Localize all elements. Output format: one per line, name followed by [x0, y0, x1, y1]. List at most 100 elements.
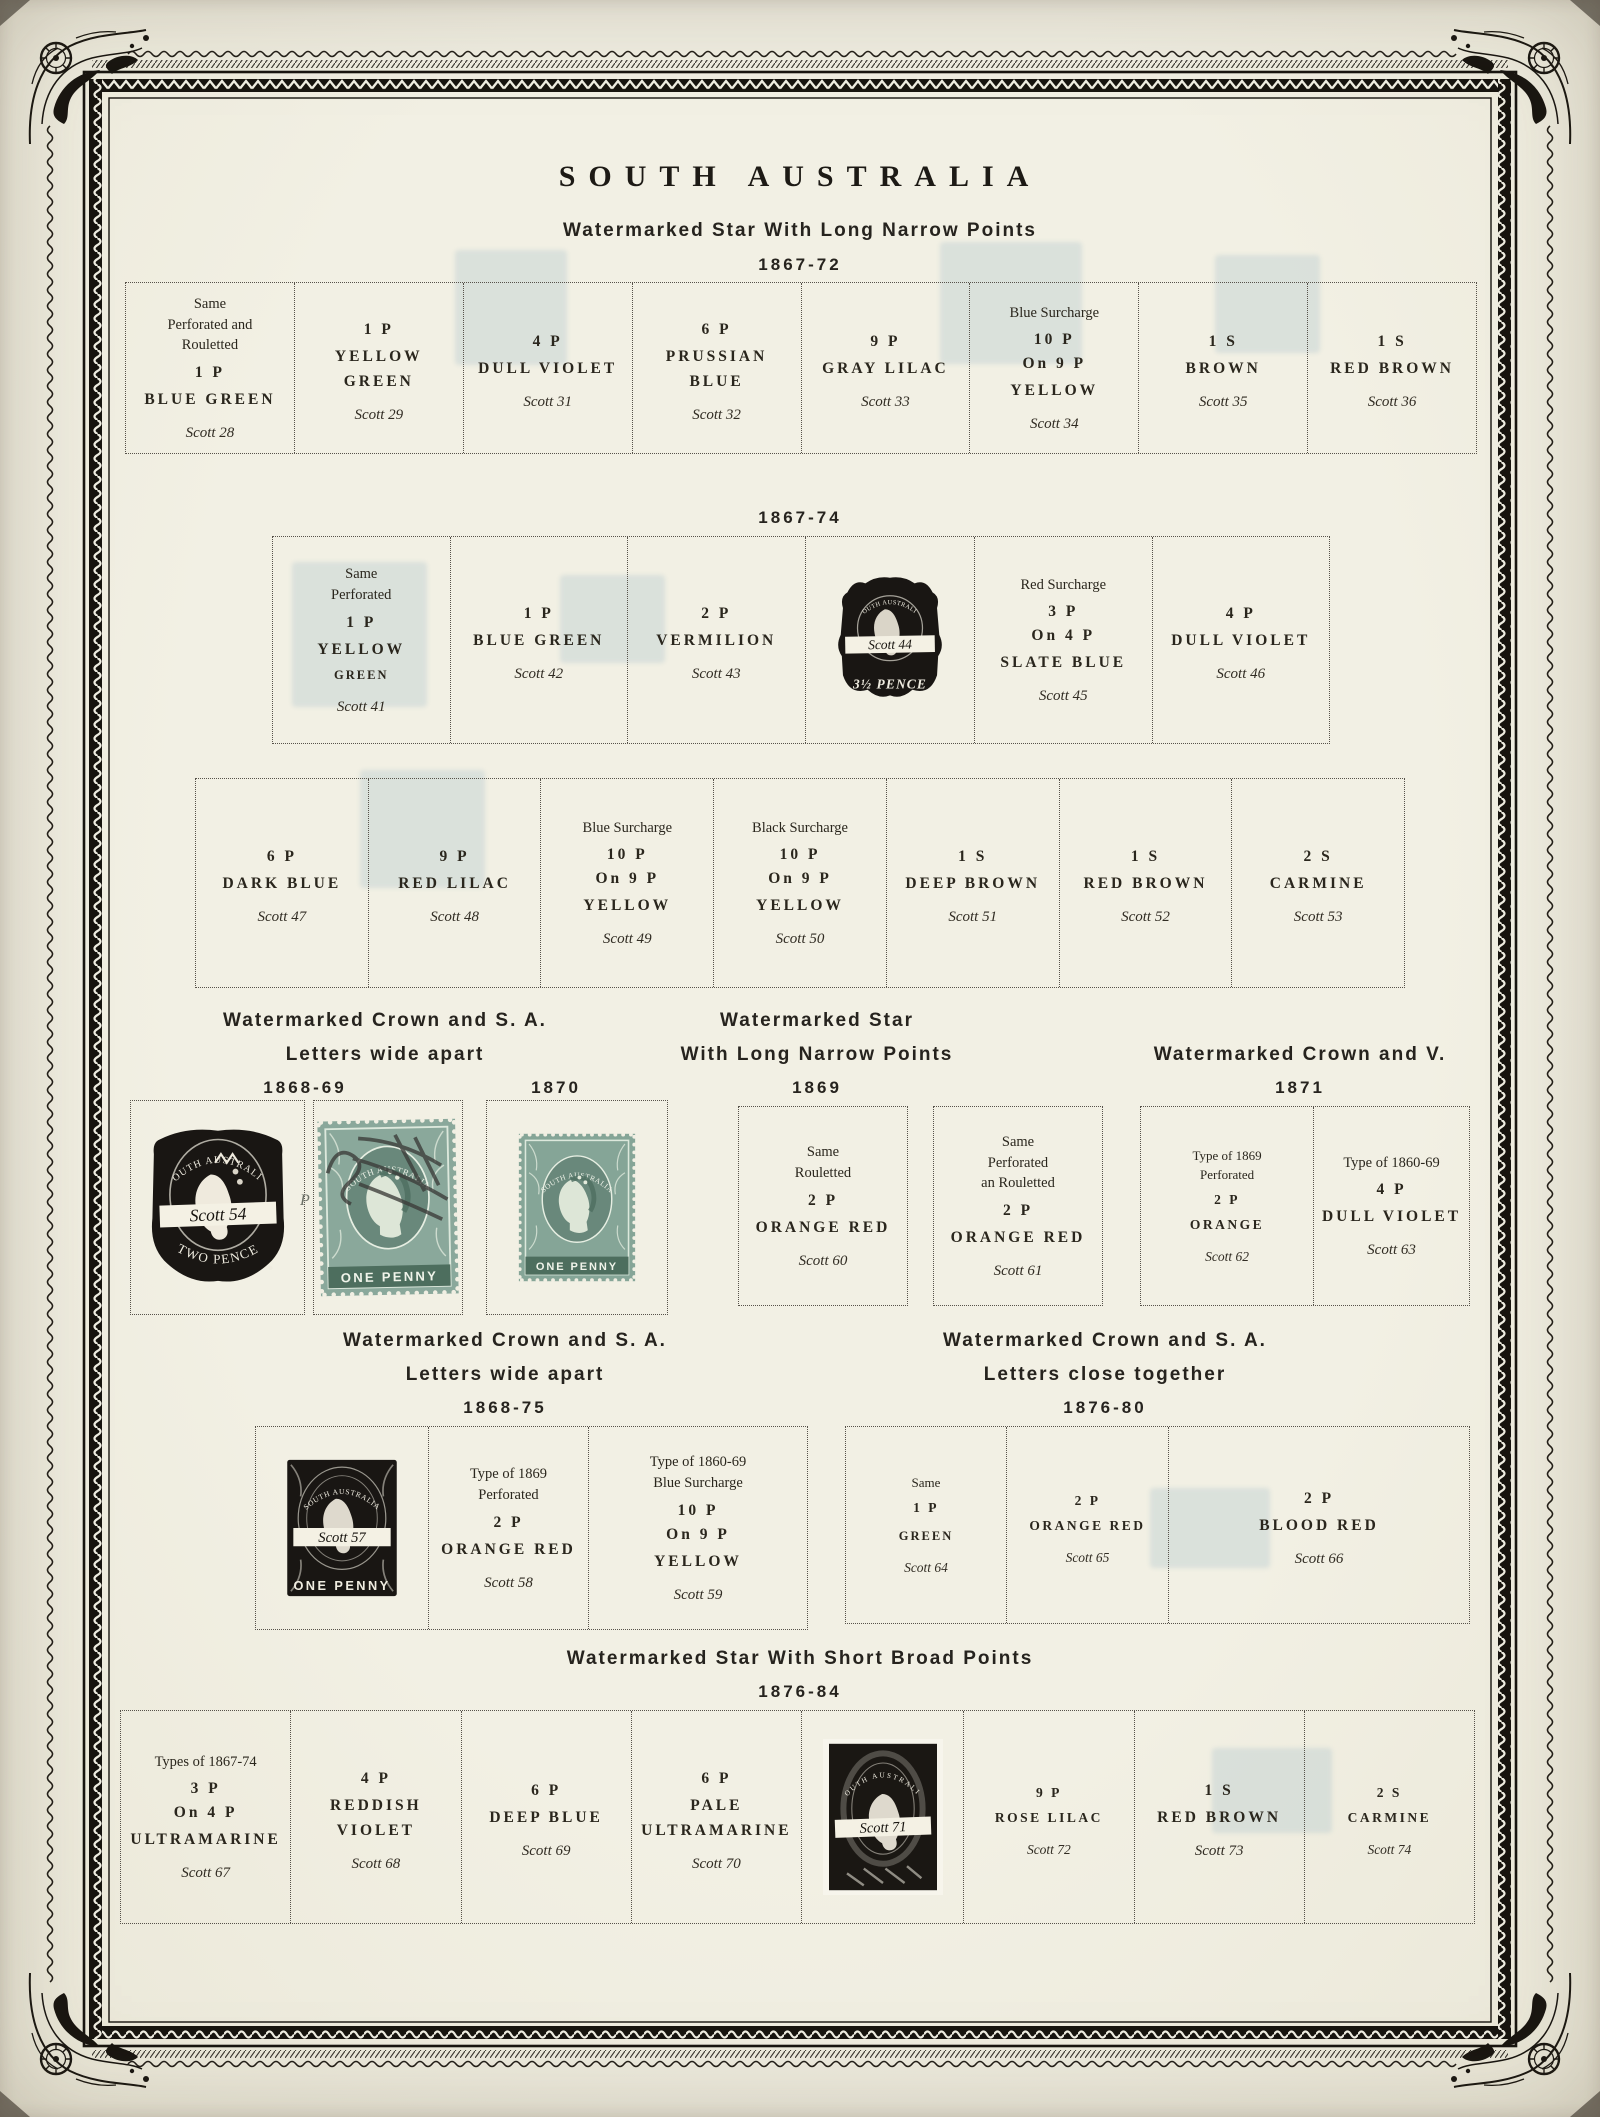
- stamp-space: 9 P GRAY LILAC Scott 33: [800, 283, 970, 453]
- heading-crown-and-v: Watermarked Crown and V.: [1153, 1044, 1447, 1065]
- years-1868-69: 1868-69: [263, 1078, 347, 1097]
- note-text: Blue Surcharge: [653, 1475, 743, 1491]
- years-1870: 1870: [531, 1078, 581, 1097]
- denomination-text: 10 P: [1033, 331, 1075, 349]
- stamp-space: Same Rouletted 2 P ORANGE RED Scott 60: [738, 1106, 908, 1306]
- pencil-annotation: P: [300, 1192, 310, 1209]
- stamp-space: 6 P DARK BLUE Scott 47: [196, 779, 368, 987]
- note-text: Types of 1867-74: [154, 1753, 257, 1770]
- color-text: GREEN: [343, 372, 414, 390]
- scott-number: Scott 31: [523, 394, 573, 410]
- denomination-text: 1 S: [958, 848, 988, 865]
- stamp-space: Type of 1860-69 Blue Surcharge 10 P On 9 P Y…: [588, 1427, 807, 1629]
- denomination-text: 2 P: [807, 1191, 839, 1209]
- scott54-stamp-image: SOUTH AUSTRALIA Scott 54 TWO PENCE: [145, 1122, 291, 1294]
- denomination-text: 3 P: [1048, 603, 1079, 621]
- denomination-text: 1 P: [913, 1500, 939, 1516]
- stamp-space: Type of 1869 Perforated 2 P ORANGE Scott 62: [1141, 1107, 1313, 1305]
- stamp-space: 1 P BLUE GREEN Scott 42: [449, 537, 628, 743]
- color-text: DEEP BLUE: [489, 1809, 603, 1826]
- note-text: Perforated: [331, 587, 392, 603]
- color-text: PALE: [690, 1796, 743, 1814]
- green-clean-stamp-image: SOUTH AUSTRALIA ONE PENNY: [517, 1132, 637, 1283]
- heading-watermark-star-broad: Watermarked Star With Short Broad Points: [566, 1648, 1034, 1669]
- svg-text:3½ PENCE: 3½ PENCE: [852, 676, 927, 691]
- scott-number: Scott 67: [181, 1865, 230, 1882]
- svg-text:ONE PENNY: ONE PENNY: [536, 1261, 618, 1273]
- scott-number: Scott 72: [1026, 1841, 1071, 1857]
- color-text: DARK BLUE: [222, 875, 342, 892]
- note-text: Same: [193, 296, 227, 313]
- note-text: Perforated: [987, 1154, 1049, 1171]
- stamp-space: 6 P PALE ULTRAMARINE Scott 70: [630, 1711, 801, 1923]
- color-text: REDDISH: [330, 1796, 422, 1814]
- scott-number: Scott 65: [1065, 1549, 1110, 1565]
- heading-letters-close-together: Letters close together: [983, 1364, 1227, 1385]
- stamp-space: 9 P ROSE LILAC Scott 72: [963, 1711, 1133, 1923]
- color-text: BLUE GREEN: [473, 632, 605, 649]
- note-text: Rouletted: [181, 337, 239, 354]
- note-text: Same: [911, 1474, 941, 1490]
- color-text: DULL VIOLET: [478, 360, 618, 377]
- stamp-space: 2 S CARMINE Scott 53: [1231, 779, 1404, 987]
- note-text: Blue Surcharge: [1009, 304, 1100, 321]
- denomination-text: 10 P: [677, 1501, 719, 1519]
- denomination-text: 1 P: [523, 605, 554, 622]
- scott-number: Scott 74: [1367, 1841, 1412, 1857]
- scott-number: Scott 41: [336, 698, 386, 715]
- denomination-text: 1 S: [1208, 333, 1238, 350]
- color-text: VIOLET: [336, 1821, 416, 1839]
- stamp-space: Same 1 P GREEN Scott 64: [846, 1427, 1006, 1623]
- stamp-space: 6 P DEEP BLUE Scott 69: [460, 1711, 631, 1923]
- denomination-text: 6 P: [531, 1782, 562, 1799]
- scott-number: Scott 58: [484, 1574, 533, 1591]
- denomination-text: 2 S: [1376, 1784, 1402, 1800]
- denomination-text: 6 P: [701, 1769, 732, 1787]
- color-text: RED BROWN: [1157, 1809, 1282, 1826]
- color-text: BROWN: [1185, 360, 1261, 377]
- years-1867-72: 1867-72: [758, 255, 842, 274]
- stamp-space: 2 P BLOOD RED Scott 66: [1168, 1427, 1469, 1623]
- heading-crown-sa-close: Watermarked Crown and S. A.: [943, 1330, 1267, 1351]
- scott-number: Scott 36: [1367, 394, 1417, 410]
- heading-crown-sa-wide-2: Watermarked Crown and S. A.: [343, 1330, 667, 1351]
- scott44-box: SOUTH AUSTRALIA Scott 44 3½ PENCE: [804, 537, 975, 743]
- scott-number: Scott 29: [354, 406, 404, 423]
- scott-number: Scott 61: [993, 1262, 1043, 1279]
- scott-number: Scott 62: [1205, 1248, 1249, 1264]
- scott54-box: SOUTH AUSTRALIA Scott 54 TWO PENCE: [130, 1100, 305, 1315]
- note-text: Same: [806, 1144, 840, 1161]
- stamp-space: 1 S RED BROWN Scott 36: [1307, 283, 1476, 453]
- scott71-box: SOUTH AUSTRALIA Scott 71: [801, 1711, 963, 1923]
- denomination-text: On 9 P: [666, 1525, 730, 1543]
- color-text: CARMINE: [1269, 875, 1367, 892]
- svg-text:Scott 57: Scott 57: [318, 1530, 366, 1546]
- scott-number: Scott 52: [1121, 909, 1170, 925]
- denomination-text: 4 P: [1376, 1181, 1407, 1199]
- color-text-small: GREEN: [334, 667, 389, 682]
- scott-number: Scott 68: [351, 1855, 401, 1872]
- scott-number: Scott 69: [521, 1843, 571, 1859]
- denomination-text: 1 P: [346, 613, 377, 631]
- heading-crown-sa-wide: Watermarked Crown and S. A.: [223, 1010, 547, 1031]
- denomination-text: 1 P: [363, 320, 394, 338]
- scott-number: Scott 43: [691, 666, 741, 682]
- scott-number: Scott 73: [1194, 1843, 1244, 1859]
- stamp-space: 9 P RED LILAC Scott 48: [367, 779, 541, 987]
- stamp-space: Same Perforated and Rouletted 1 P BLUE GREEN…: [126, 283, 294, 453]
- scott-number: Scott 59: [673, 1586, 723, 1603]
- note-text: Type of 1869: [469, 1466, 548, 1483]
- note-text: Perforated: [478, 1487, 539, 1503]
- scott-number: Scott 46: [1216, 666, 1266, 682]
- color-text: YELLOW: [334, 347, 423, 365]
- denomination-text: 10 P: [779, 846, 821, 864]
- color-text: YELLOW: [654, 1552, 742, 1570]
- denomination-text: 9 P: [870, 333, 901, 350]
- denomination-text: 2 P: [1074, 1492, 1101, 1508]
- denomination-text: On 9 P: [1022, 355, 1087, 373]
- svg-text:ONE PENNY: ONE PENNY: [293, 1578, 390, 1593]
- color-text: RED BROWN: [1083, 875, 1208, 892]
- stamp-space: Same Perforated 1 P YELLOW GREEN Scott 41: [273, 537, 450, 743]
- green-clean-box: SOUTH AUSTRALIA ONE PENNY: [486, 1100, 668, 1315]
